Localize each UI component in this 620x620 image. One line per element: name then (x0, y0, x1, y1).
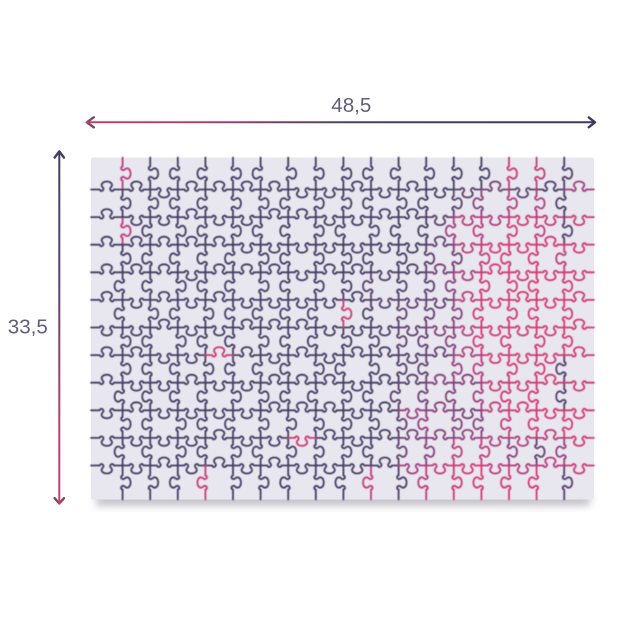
svg-text:33,5: 33,5 (8, 316, 48, 339)
svg-text:48,5: 48,5 (331, 94, 371, 117)
